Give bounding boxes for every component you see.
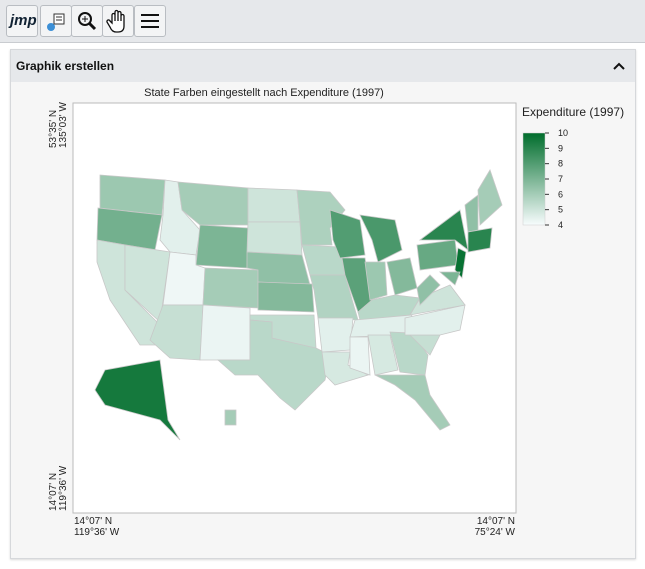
toolbar: jmp xyxy=(0,0,645,43)
legend-tick-label: 8 xyxy=(558,159,563,169)
menu-button[interactable] xyxy=(134,5,166,37)
y-top-label: 135°03' W xyxy=(58,102,69,148)
logo: jmp xyxy=(10,12,37,29)
state-region xyxy=(364,261,388,301)
y-bottom-label: 14°07' N xyxy=(48,473,59,511)
state-region xyxy=(224,409,237,426)
state-region xyxy=(195,224,249,269)
pan-button[interactable] xyxy=(102,5,134,37)
state-region xyxy=(317,317,354,353)
legend-tick-label: 9 xyxy=(558,143,563,153)
state-region xyxy=(296,189,346,246)
legend-gradient xyxy=(522,132,546,226)
state-region xyxy=(367,334,399,376)
state-region xyxy=(374,374,451,431)
state-region xyxy=(177,181,249,226)
state-region xyxy=(349,336,371,376)
state-region xyxy=(149,304,204,361)
zoom-icon xyxy=(78,12,97,31)
state-region xyxy=(454,247,467,279)
state-region xyxy=(438,271,461,286)
y-top-label: 53°35' N xyxy=(48,110,59,148)
state-region xyxy=(216,319,331,411)
chart-title: State Farben eingestellt nach Expenditur… xyxy=(144,87,384,99)
zoom-button[interactable] xyxy=(71,5,103,37)
collapse-icon[interactable] xyxy=(609,57,629,77)
legend-tick-label: 4 xyxy=(558,220,563,230)
panel-header[interactable]: Graphik erstellen xyxy=(11,50,635,82)
x-left-label: 119°36' W xyxy=(74,527,120,538)
legend-tick-label: 7 xyxy=(558,174,563,184)
menu-icon xyxy=(141,14,159,28)
y-bottom-label: 119°36' W xyxy=(58,465,69,511)
legend-title: Expenditure (1997) xyxy=(522,105,624,119)
legend-tick-label: 10 xyxy=(558,128,568,138)
state-region xyxy=(94,359,181,441)
state-region xyxy=(257,281,315,313)
state-region xyxy=(477,169,503,226)
state-region xyxy=(246,221,303,256)
state-region xyxy=(409,284,466,316)
state-region xyxy=(416,239,459,271)
state-region xyxy=(467,227,493,253)
jmp-button[interactable]: jmp xyxy=(6,5,38,37)
state-region xyxy=(359,214,403,263)
hand-icon xyxy=(106,9,125,33)
legend-tick-label: 5 xyxy=(558,205,563,215)
legend-tick-label: 6 xyxy=(558,189,563,199)
state-region xyxy=(199,304,251,361)
x-right-label: 14°07' N xyxy=(477,516,515,527)
x-left-label: 14°07' N xyxy=(74,516,112,527)
panel-title: Graphik erstellen xyxy=(16,59,115,73)
state-region xyxy=(247,187,301,223)
state-region xyxy=(416,274,441,306)
select-icon xyxy=(47,13,65,31)
state-region xyxy=(202,267,259,309)
x-right-label: 75°24' W xyxy=(475,527,516,538)
state-region xyxy=(329,209,366,259)
